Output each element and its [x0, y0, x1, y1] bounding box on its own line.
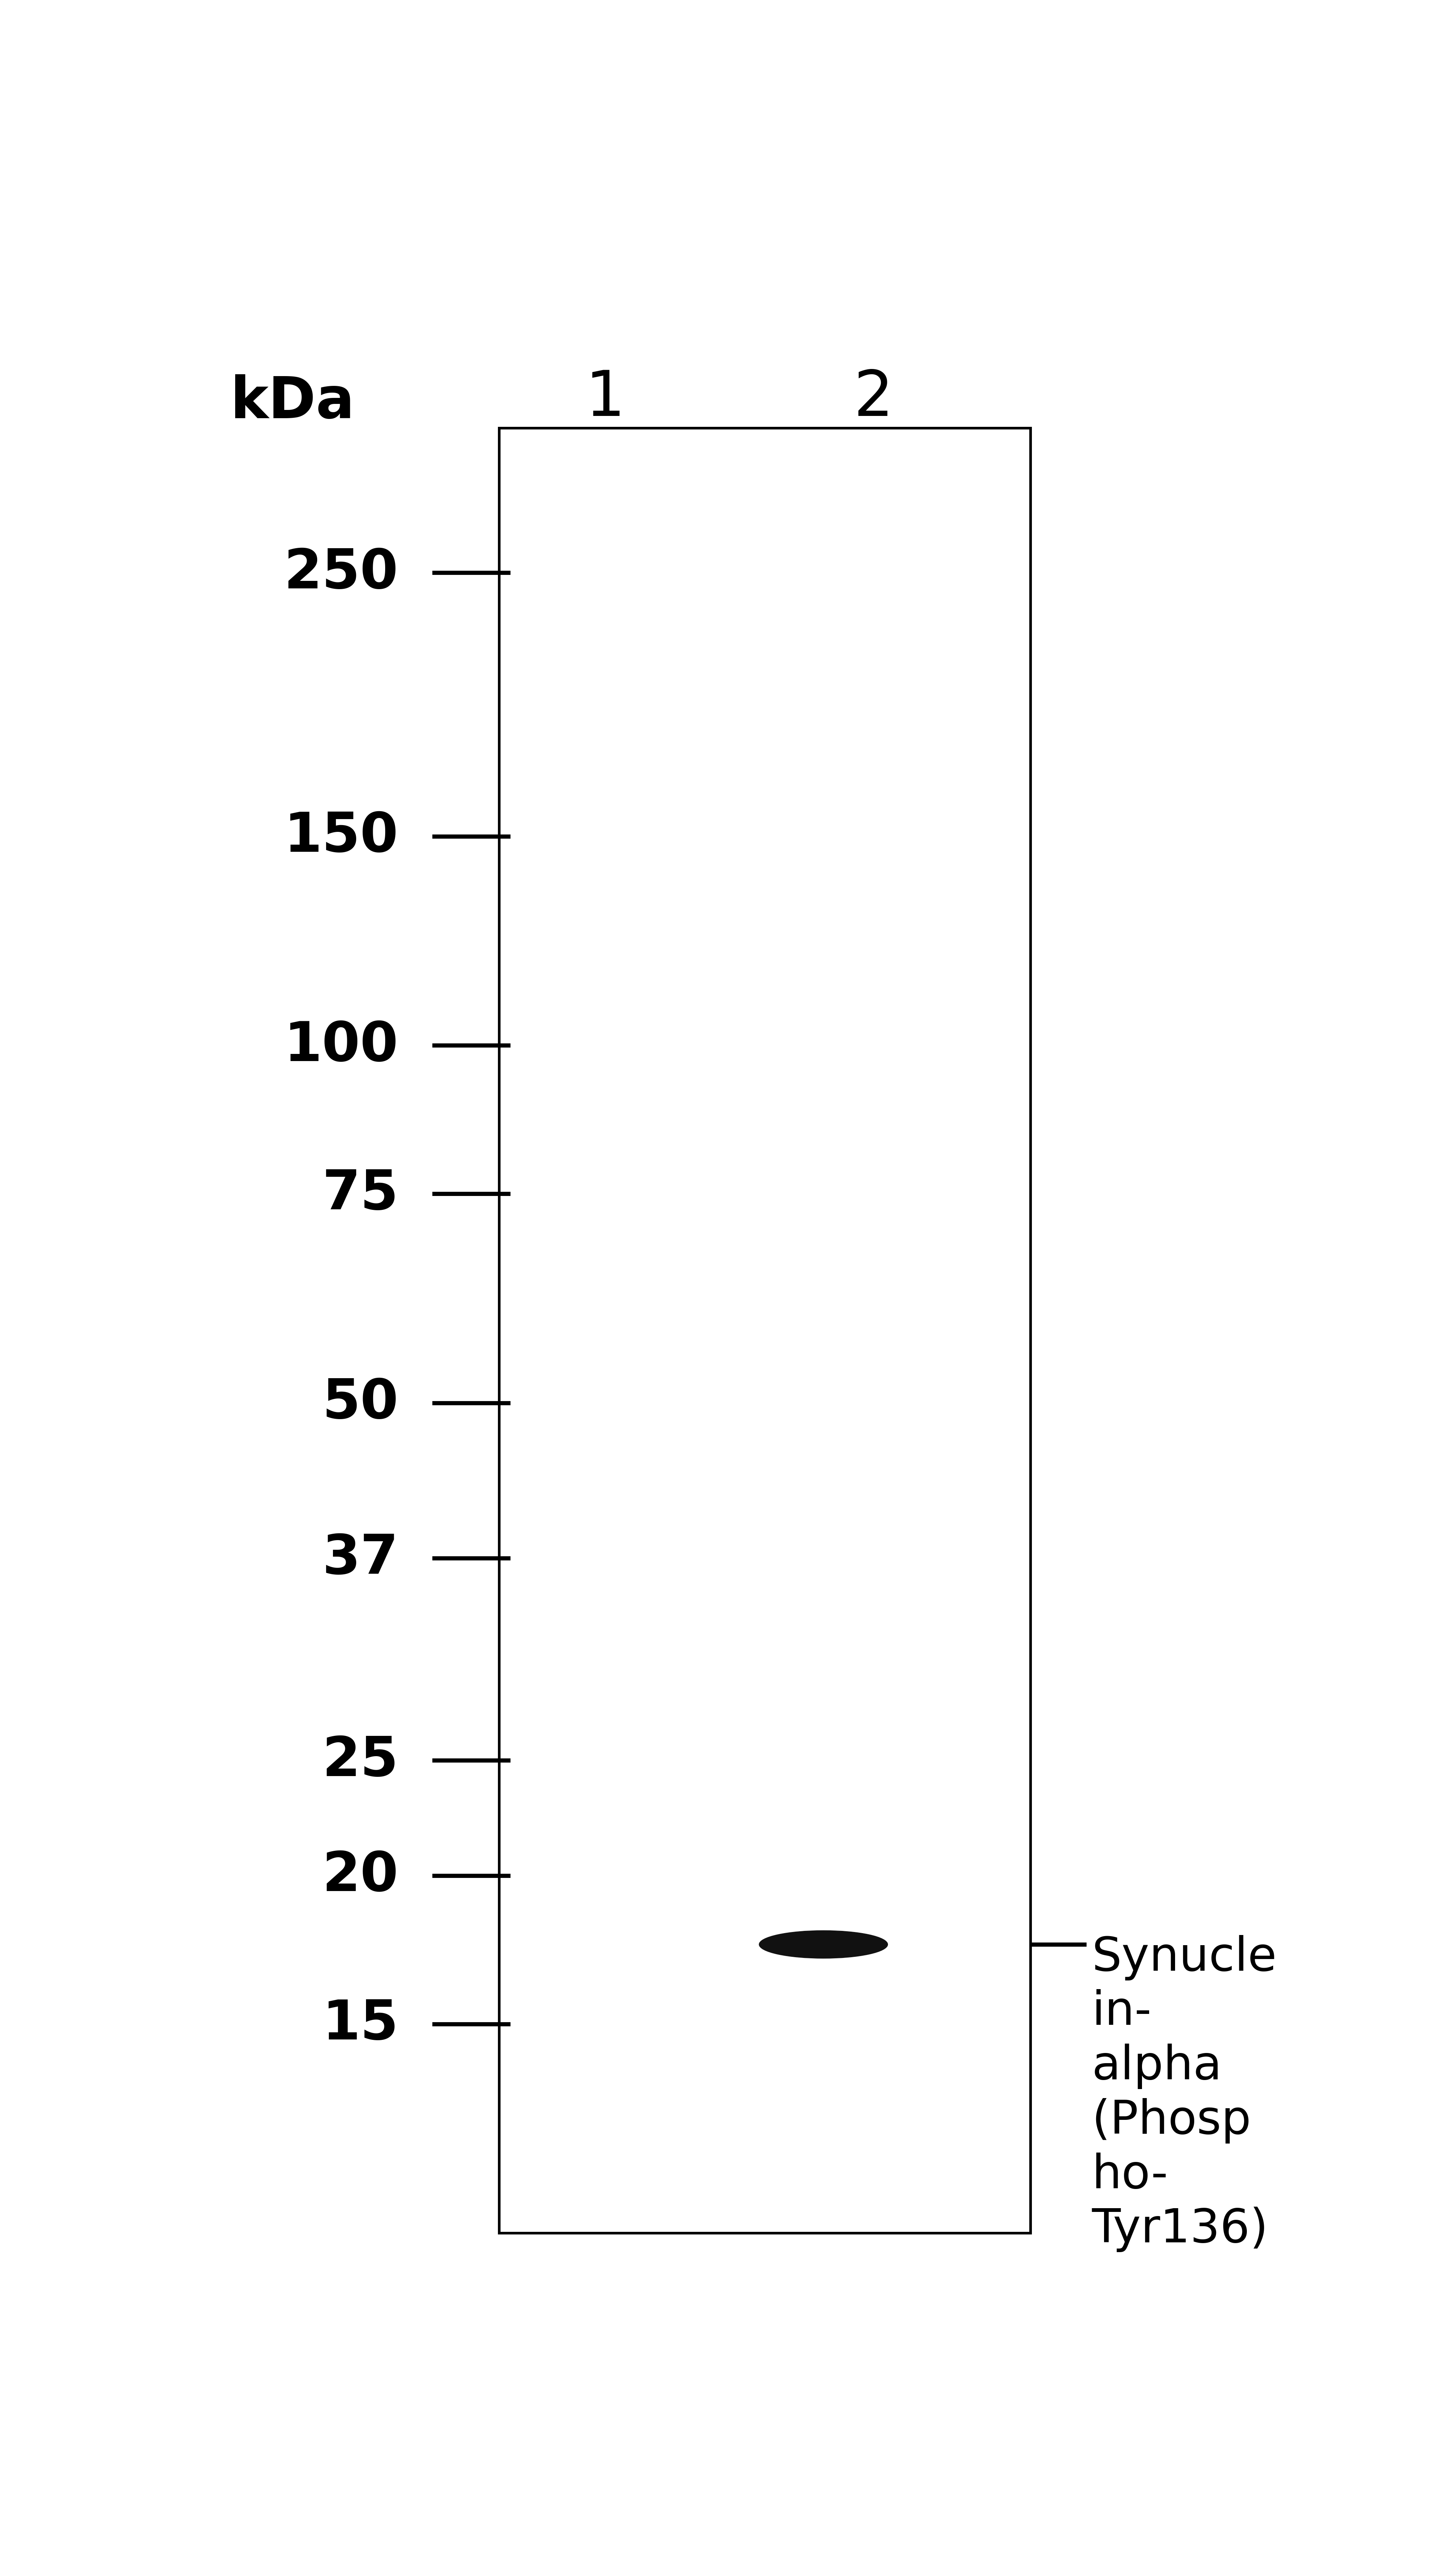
Text: kDa: kDa — [229, 374, 355, 430]
Text: 15: 15 — [322, 1996, 398, 2050]
Ellipse shape — [759, 1929, 887, 1958]
Text: 250: 250 — [284, 546, 398, 600]
Text: 20: 20 — [322, 1850, 398, 1901]
Text: 50: 50 — [322, 1376, 398, 1430]
Text: 37: 37 — [322, 1533, 398, 1584]
Text: 25: 25 — [322, 1734, 398, 1788]
Text: 100: 100 — [284, 1020, 398, 1072]
Text: Synucle
in-
alpha
(Phosp
ho-
Tyr136): Synucle in- alpha (Phosp ho- Tyr136) — [1092, 1935, 1277, 2251]
Text: 2: 2 — [854, 368, 893, 430]
Text: 1: 1 — [586, 368, 625, 430]
Bar — [499, 428, 1030, 2233]
Text: 150: 150 — [284, 809, 398, 863]
Text: 75: 75 — [322, 1167, 398, 1221]
